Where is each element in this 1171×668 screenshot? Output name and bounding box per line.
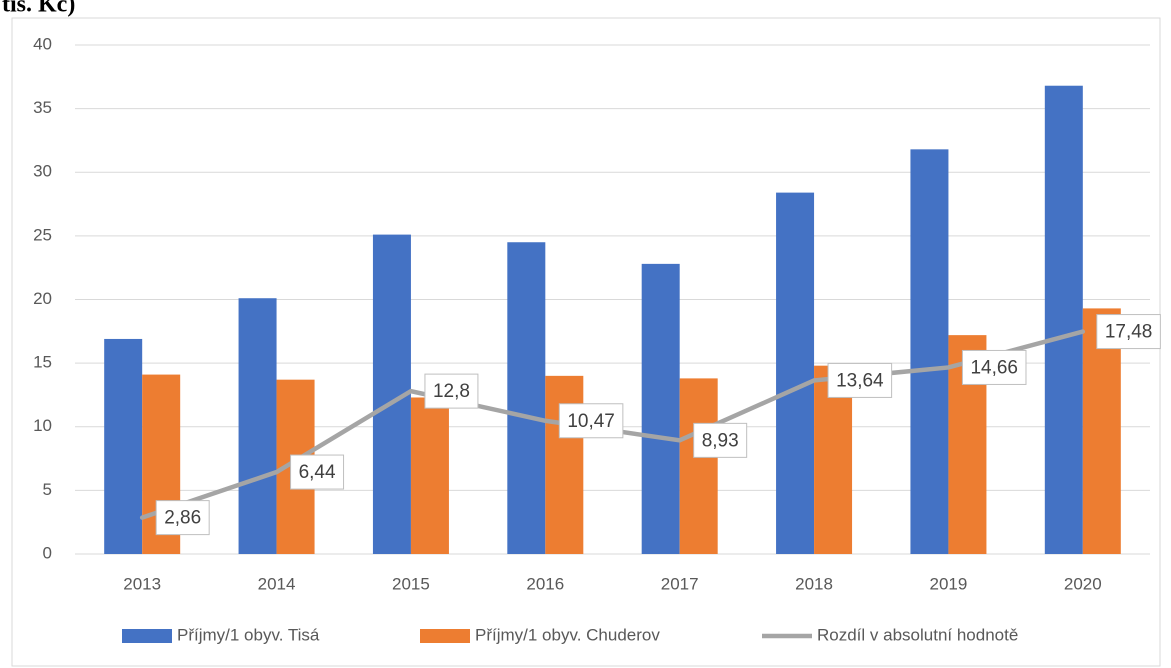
x-tick-label: 2014 — [258, 574, 296, 593]
bar — [910, 149, 949, 554]
data-label-box — [961, 349, 1027, 385]
y-tick-label: 5 — [43, 480, 52, 499]
chart-border — [11, 17, 1161, 667]
data-label: 6,44 — [299, 462, 336, 483]
data-label-box — [155, 500, 210, 536]
y-tick-label: 35 — [33, 98, 52, 117]
data-label: 2,86 — [164, 508, 201, 529]
data-label: 10,47 — [567, 411, 615, 432]
legend-label: Příjmy/1 obyv. Chuderov — [475, 625, 660, 644]
bar — [776, 192, 815, 555]
x-tick-label: 2020 — [1064, 574, 1102, 593]
data-label-box — [693, 422, 748, 458]
bar — [1082, 308, 1121, 554]
bar — [238, 298, 277, 554]
legend-swatch — [420, 629, 470, 643]
x-tick-label: 2019 — [930, 574, 968, 593]
data-label-box — [290, 454, 345, 490]
bar — [410, 397, 449, 554]
data-label-box — [1096, 314, 1161, 350]
x-tick-label: 2017 — [661, 574, 699, 593]
bar — [641, 263, 680, 554]
y-tick-label: 0 — [43, 543, 52, 562]
bar — [679, 378, 718, 554]
x-tick-label: 2015 — [392, 574, 430, 593]
x-tick-label: 2013 — [123, 574, 161, 593]
y-tick-label: 20 — [33, 289, 52, 308]
y-tick-label: 30 — [33, 162, 52, 181]
legend-label: Příjmy/1 obyv. Tisá — [177, 625, 320, 644]
x-tick-label: 2018 — [795, 574, 833, 593]
y-tick-label: 40 — [33, 34, 52, 53]
bar — [507, 242, 546, 555]
bar — [545, 375, 584, 554]
data-label-box — [827, 362, 893, 398]
bar — [104, 338, 143, 554]
y-tick-label: 15 — [33, 353, 52, 372]
data-label: 13,64 — [836, 370, 884, 391]
legend-label: Rozdíl v absolutní hodnotě — [817, 625, 1018, 644]
y-tick-label: 25 — [33, 225, 52, 244]
data-label: 17,48 — [1105, 322, 1153, 343]
data-label-box — [424, 373, 479, 409]
y-tick-label: 10 — [33, 416, 52, 435]
x-tick-label: 2016 — [526, 574, 564, 593]
chart-title: tis. Kč) — [2, 0, 75, 18]
data-label: 12,8 — [433, 381, 470, 402]
legend-swatch — [122, 629, 172, 643]
data-label: 14,66 — [970, 357, 1018, 378]
bar — [1044, 85, 1083, 554]
data-label: 8,93 — [702, 430, 739, 451]
data-label-box — [558, 403, 624, 439]
